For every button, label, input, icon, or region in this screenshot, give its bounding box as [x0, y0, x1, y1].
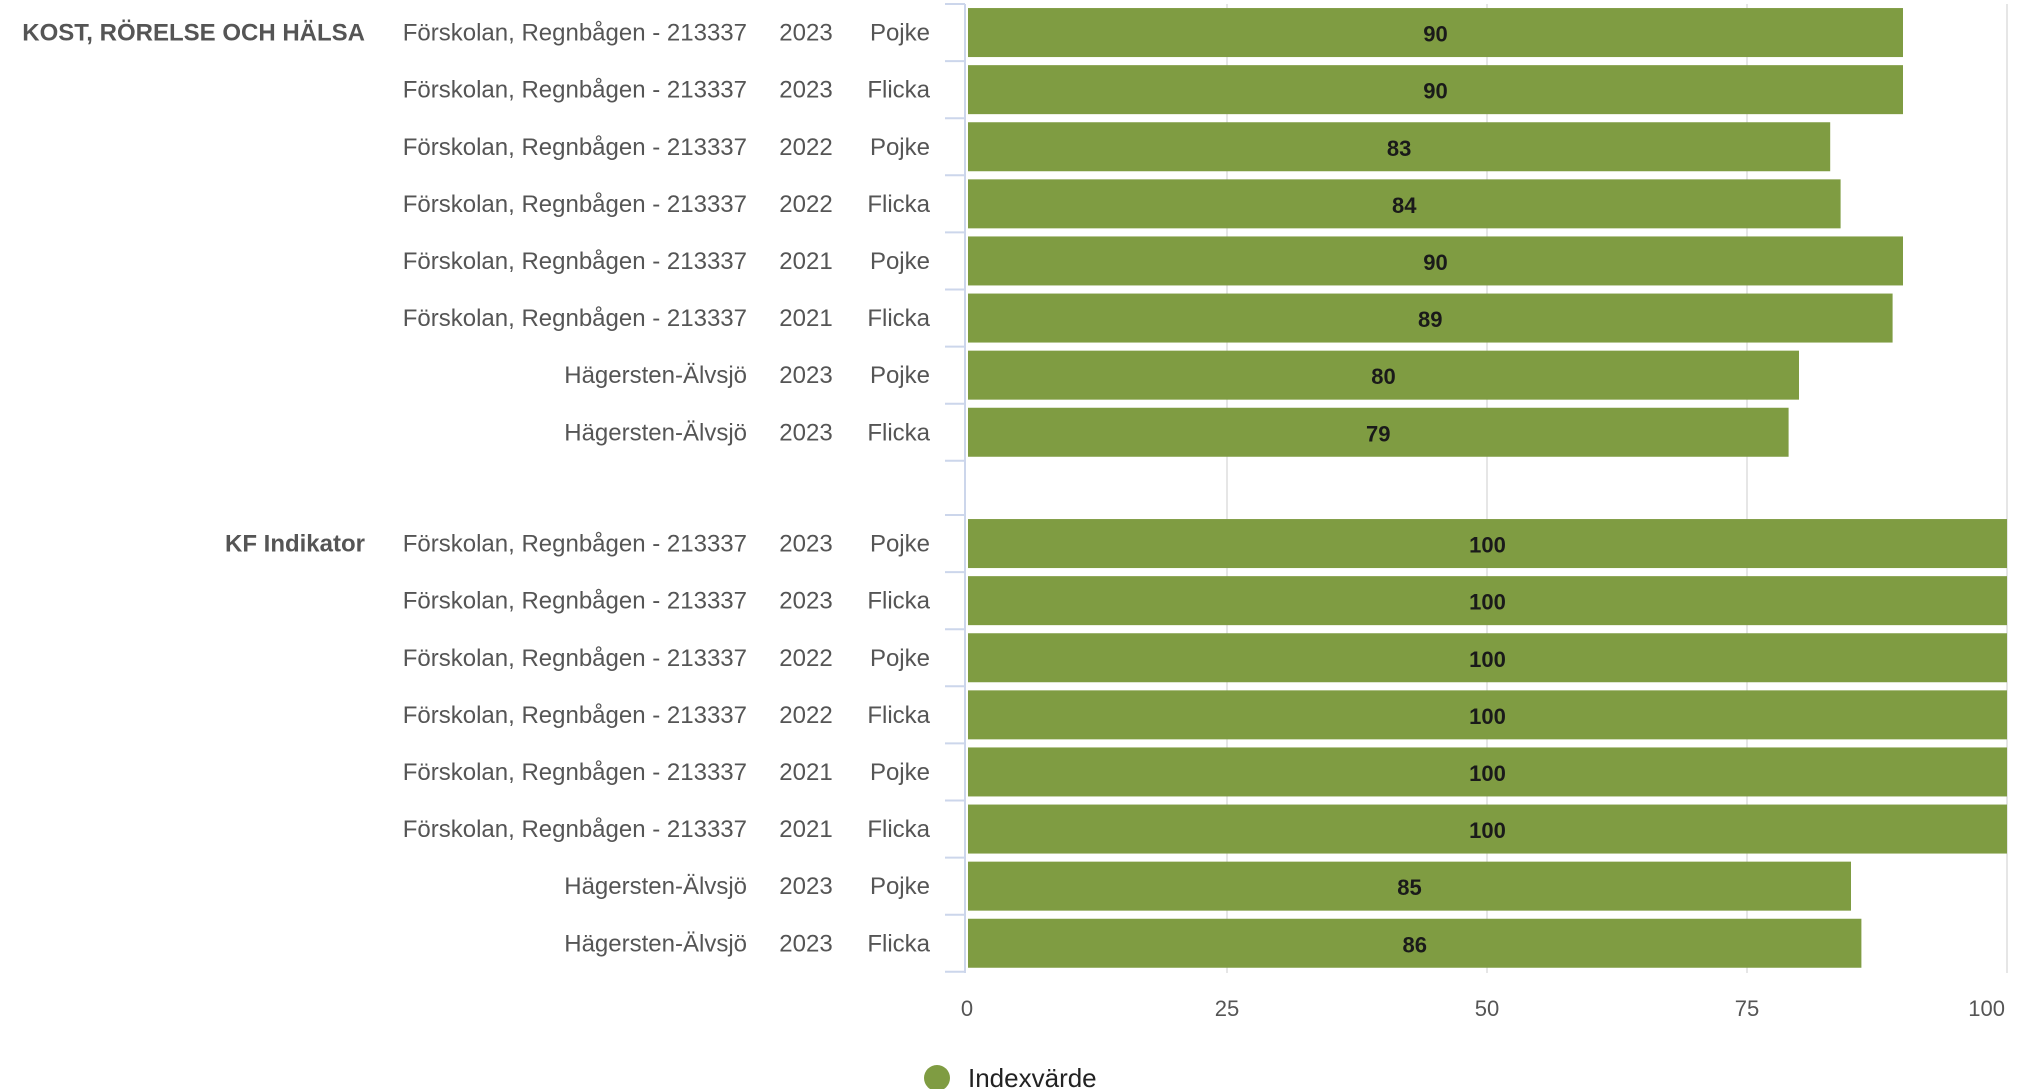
gender-label: Pojke: [870, 645, 930, 672]
year-label: 2022: [779, 702, 832, 729]
x-tick-label: 25: [1215, 996, 1239, 1021]
group-label: KOST, RÖRELSE OCH HÄLSA: [22, 20, 365, 47]
unit-label: Hägersten-Älvsjö: [564, 930, 747, 957]
bar[interactable]: [968, 236, 1903, 286]
gender-label: Pojke: [870, 248, 930, 275]
year-label: 2023: [779, 930, 832, 957]
gender-label: Flicka: [867, 930, 930, 957]
category-axis: [945, 3, 966, 973]
year-label: 2023: [779, 588, 832, 615]
bar[interactable]: [968, 122, 1831, 172]
gender-label: Pojke: [870, 531, 930, 558]
data-label: 86: [1402, 932, 1426, 957]
year-label: 2022: [779, 645, 832, 672]
unit-label: Förskolan, Regnbågen - 213337: [403, 305, 747, 332]
bars: 90 90 83 84 90 89 80 79 100 100 100 100 100 100 85 86: [968, 8, 2007, 968]
legend-label[interactable]: Indexvärde: [968, 1063, 1097, 1089]
gender-label: Flicka: [867, 816, 930, 843]
data-label: 100: [1469, 704, 1506, 729]
bar[interactable]: [968, 747, 2007, 797]
bar[interactable]: [968, 690, 2007, 740]
unit-label: Förskolan, Regnbågen - 213337: [403, 77, 747, 104]
x-tick-label: 0: [961, 996, 973, 1021]
gender-label: Flicka: [867, 588, 930, 615]
unit-label: Förskolan, Regnbågen - 213337: [403, 134, 747, 161]
bar[interactable]: [968, 8, 1903, 58]
bar[interactable]: [968, 861, 1851, 911]
data-label: 84: [1392, 193, 1417, 218]
legend-marker-icon: [924, 1065, 950, 1089]
data-label: 90: [1423, 22, 1447, 47]
unit-label: Förskolan, Regnbågen - 213337: [403, 645, 747, 672]
data-label: 83: [1387, 136, 1411, 161]
bar[interactable]: [968, 179, 1841, 229]
x-tick-label: 75: [1735, 996, 1759, 1021]
unit-label: Förskolan, Regnbågen - 213337: [403, 531, 747, 558]
gender-label: Flicka: [867, 77, 930, 104]
bar[interactable]: [968, 804, 2007, 854]
gender-label: Flicka: [867, 419, 930, 446]
bar[interactable]: [968, 350, 1799, 400]
bar[interactable]: [968, 65, 1903, 115]
legend[interactable]: Indexvärde: [924, 1063, 1097, 1089]
data-label: 100: [1469, 818, 1506, 843]
unit-label: Förskolan, Regnbågen - 213337: [403, 588, 747, 615]
group-label: KF Indikator: [225, 531, 365, 558]
unit-label: Förskolan, Regnbågen - 213337: [403, 20, 747, 47]
unit-label: Förskolan, Regnbågen - 213337: [403, 191, 747, 218]
bar[interactable]: [968, 918, 1862, 968]
unit-label: Hägersten-Älvsjö: [564, 419, 747, 446]
year-label: 2021: [779, 759, 832, 786]
year-label: 2021: [779, 816, 832, 843]
data-label: 100: [1469, 590, 1506, 615]
data-label: 80: [1371, 364, 1395, 389]
bar[interactable]: [968, 576, 2007, 626]
data-label: 90: [1423, 250, 1447, 275]
data-label: 100: [1469, 761, 1506, 786]
data-label: 90: [1423, 79, 1447, 104]
data-label: 100: [1469, 533, 1506, 558]
gender-label: Pojke: [870, 759, 930, 786]
year-label: 2023: [779, 20, 832, 47]
year-label: 2021: [779, 248, 832, 275]
bar[interactable]: [968, 519, 2007, 569]
x-tick-label: 50: [1475, 996, 1499, 1021]
bar[interactable]: [968, 293, 1893, 343]
gender-label: Flicka: [867, 702, 930, 729]
unit-label: Förskolan, Regnbågen - 213337: [403, 248, 747, 275]
data-label: 100: [1469, 647, 1506, 672]
gender-label: Flicka: [867, 191, 930, 218]
year-label: 2021: [779, 305, 832, 332]
category-labels: KOST, RÖRELSE OCH HÄLSA Förskolan, Regnbå…: [22, 20, 930, 958]
unit-label: Förskolan, Regnbågen - 213337: [403, 702, 747, 729]
data-label: 85: [1397, 875, 1421, 900]
bar[interactable]: [968, 407, 1789, 457]
bar[interactable]: [968, 633, 2007, 683]
x-axis-ticks: 0 25 50 75 100: [961, 996, 2005, 1021]
gender-label: Pojke: [870, 134, 930, 161]
data-label: 89: [1418, 307, 1442, 332]
unit-label: Hägersten-Älvsjö: [564, 362, 747, 389]
x-tick-label: 100: [1968, 996, 2005, 1021]
year-label: 2022: [779, 134, 832, 161]
year-label: 2022: [779, 191, 832, 218]
gender-label: Pojke: [870, 20, 930, 47]
unit-label: Förskolan, Regnbågen - 213337: [403, 759, 747, 786]
data-label: 79: [1366, 421, 1390, 446]
year-label: 2023: [779, 77, 832, 104]
year-label: 2023: [779, 419, 832, 446]
year-label: 2023: [779, 873, 832, 900]
year-label: 2023: [779, 362, 832, 389]
unit-label: Förskolan, Regnbågen - 213337: [403, 816, 747, 843]
year-label: 2023: [779, 531, 832, 558]
gender-label: Pojke: [870, 362, 930, 389]
gender-label: Flicka: [867, 305, 930, 332]
gender-label: Pojke: [870, 873, 930, 900]
unit-label: Hägersten-Älvsjö: [564, 873, 747, 900]
